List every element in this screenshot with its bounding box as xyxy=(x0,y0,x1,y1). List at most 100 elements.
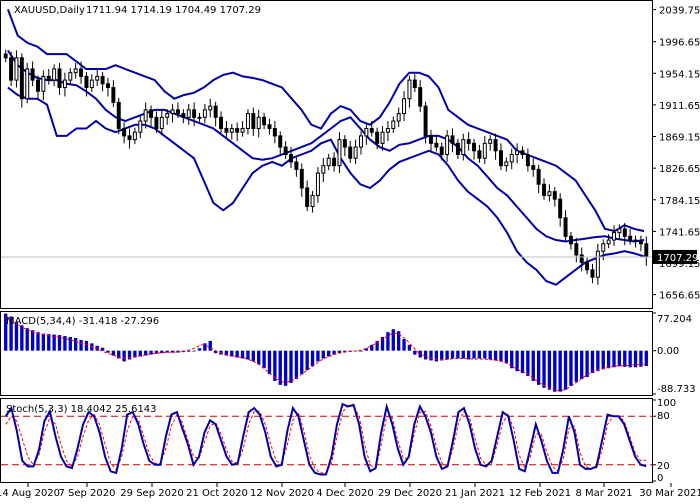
macd-histogram-bar xyxy=(4,313,8,351)
candle-bear xyxy=(558,198,563,219)
stoch-tick-20: 20 xyxy=(657,461,670,472)
macd-histogram-bar xyxy=(63,336,67,351)
stoch-tick-80: 80 xyxy=(657,411,670,422)
macd-histogram-bar xyxy=(504,350,509,364)
macd-histogram-bar xyxy=(160,350,164,354)
candle-bear xyxy=(644,243,649,258)
candle-bear xyxy=(531,165,536,170)
macd-histogram-bar xyxy=(601,350,605,370)
macd-histogram-bar xyxy=(235,350,239,358)
macd-histogram-bar xyxy=(283,350,288,386)
time-tick-label: 29 Sep 2020 xyxy=(120,488,183,499)
candle-bear xyxy=(574,243,579,256)
candle-bear xyxy=(57,68,62,89)
macd-histogram-bar xyxy=(623,350,627,367)
macd-histogram-bar xyxy=(138,350,142,357)
macd-histogram-bar xyxy=(251,350,255,362)
macd-histogram-bar xyxy=(520,350,525,374)
candle-bull xyxy=(170,109,175,115)
stoch-tick-0: 0 xyxy=(657,473,663,484)
macd-histogram-bar xyxy=(208,340,212,351)
price-tick-label: 2039.75 xyxy=(659,6,700,17)
candle-bear xyxy=(375,131,380,144)
candle-bear xyxy=(536,168,541,185)
macd-histogram-bar xyxy=(461,350,465,359)
candle-bear xyxy=(342,139,347,148)
ohlc-label: 1711.94 1714.19 1704.49 1707.29 xyxy=(86,5,261,16)
macd-histogram-bar xyxy=(100,347,105,351)
candle-bull xyxy=(62,79,67,89)
candle-bear xyxy=(568,235,573,245)
macd-histogram-bar xyxy=(321,350,325,359)
candle-bull xyxy=(186,109,191,118)
time-tick-label: 12 Nov 2020 xyxy=(250,488,314,499)
candle-bear xyxy=(525,154,530,167)
candle-bear xyxy=(294,161,299,170)
candle-bear xyxy=(127,135,132,141)
candle-bull xyxy=(326,157,331,167)
candle-bull xyxy=(132,131,137,141)
candle-bear xyxy=(348,146,353,159)
candle-bear xyxy=(498,150,503,167)
bollinger-lower-line xyxy=(7,86,645,286)
macd-histogram-bar xyxy=(434,350,439,362)
candle-bear xyxy=(224,127,229,133)
candle-bull xyxy=(385,127,390,133)
candle-bull xyxy=(89,79,94,89)
candle-bull xyxy=(321,165,326,174)
macd-histogram-bar xyxy=(364,348,369,351)
macd-histogram-bar xyxy=(36,332,40,351)
candle-bear xyxy=(418,87,423,107)
candle-bear xyxy=(219,116,224,129)
macd-histogram-bar xyxy=(477,350,482,359)
macd-histogram-bar xyxy=(68,337,72,351)
macd-histogram-bar xyxy=(386,332,390,351)
macd-histogram-bar xyxy=(197,348,202,351)
candle-bear xyxy=(633,239,638,243)
candle-bear xyxy=(332,157,337,167)
macd-histogram-bar xyxy=(531,350,535,381)
candle-bear xyxy=(585,261,590,271)
candle-bull xyxy=(165,113,170,118)
candle-bear xyxy=(175,109,180,115)
price-tick-label: 1996.65 xyxy=(659,38,700,49)
macd-histogram-bar xyxy=(122,350,126,362)
macd-histogram-bar xyxy=(30,330,35,351)
candle-bull xyxy=(159,116,164,129)
candle-bull xyxy=(612,232,616,241)
macd-signal-line xyxy=(5,317,647,392)
macd-histogram-bar xyxy=(74,337,78,351)
macd-tick-zero: 0.00 xyxy=(657,346,679,357)
macd-histogram-bar xyxy=(466,350,471,360)
candle-bull xyxy=(601,243,606,252)
candle-bear xyxy=(213,105,218,118)
candle-bear xyxy=(439,146,444,155)
candle-bull xyxy=(256,116,261,129)
time-tick-label: 29 Dec 2020 xyxy=(378,488,442,499)
macd-histogram-bar xyxy=(553,350,557,392)
macd-histogram-bar xyxy=(267,350,272,375)
macd-histogram-bar xyxy=(273,350,277,381)
candle-bear xyxy=(628,235,633,241)
macd-histogram-bar xyxy=(294,350,299,379)
candle-bear xyxy=(30,68,35,81)
candle-bull xyxy=(407,79,412,100)
candle-bear xyxy=(622,228,627,237)
macd-histogram-bar xyxy=(305,350,309,371)
macd-histogram-bar xyxy=(547,350,552,390)
candle-bull xyxy=(359,135,363,148)
candle-bull xyxy=(391,120,396,129)
time-tick-label: 21 Oct 2020 xyxy=(186,488,248,499)
candle-bear xyxy=(289,154,293,163)
candle-bear xyxy=(19,57,24,100)
candle-bull xyxy=(353,146,358,159)
candle-bull xyxy=(445,135,450,155)
candle-bear xyxy=(542,183,547,196)
macd-histogram-bar xyxy=(445,350,449,360)
time-tick-label: 4 Dec 2020 xyxy=(316,488,374,499)
macd-histogram-bar xyxy=(423,350,428,360)
candle-bull xyxy=(380,131,385,144)
candle-bull xyxy=(95,75,100,81)
macd-histogram-bar xyxy=(612,350,616,368)
